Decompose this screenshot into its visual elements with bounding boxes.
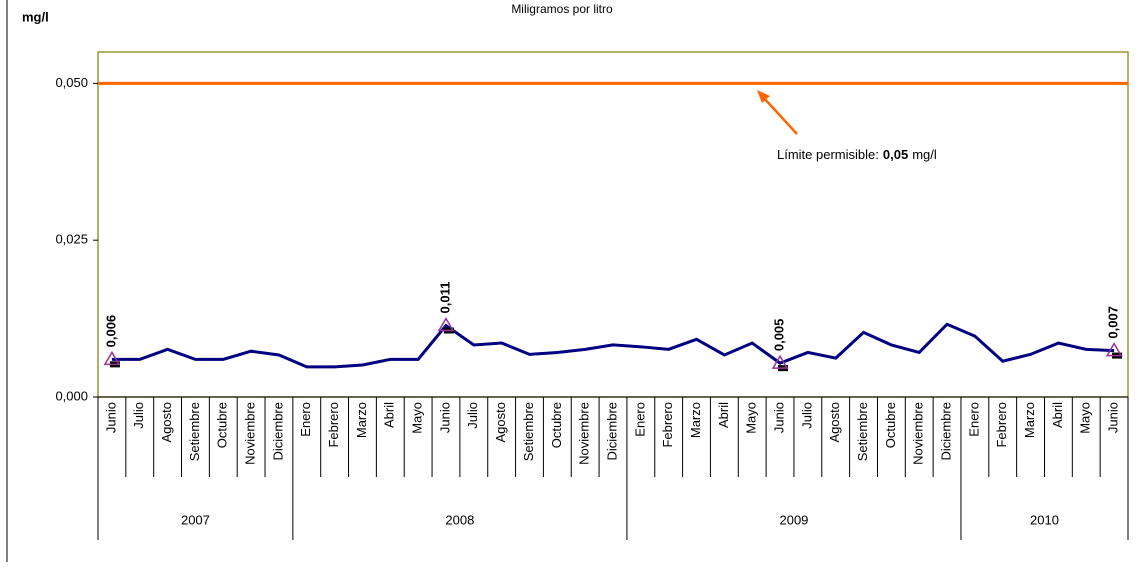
- limit-annotation: Límite permisible: 0,05 mg/l: [777, 147, 937, 162]
- x-tick-label: Diciembre: [270, 402, 285, 461]
- x-tick-label: Julio: [465, 402, 480, 429]
- data-marker: [103, 350, 121, 366]
- year-label: 2009: [779, 512, 808, 527]
- x-tick-label: Febrero: [660, 402, 675, 448]
- x-tick-label: Agosto: [493, 402, 508, 442]
- chart-title: Miligramos por litro: [511, 2, 613, 16]
- data-marker: [771, 354, 789, 369]
- x-tick-label: Julio: [131, 402, 146, 429]
- x-tick-label: Marzo: [354, 402, 369, 438]
- x-tick-label: Junio: [1106, 402, 1121, 433]
- x-tick-label: Setiembre: [855, 402, 870, 461]
- data-marker: [437, 317, 455, 332]
- x-tick-label: Agosto: [827, 402, 842, 442]
- x-tick-label: Mayo: [744, 402, 759, 434]
- x-tick-label: Octubre: [215, 402, 230, 448]
- x-tick-label: Diciembre: [938, 402, 953, 461]
- annotation-arrow: [762, 96, 798, 135]
- x-tick-label: Enero: [632, 402, 647, 437]
- x-tick-label: Abril: [716, 402, 731, 428]
- x-tick-label: Setiembre: [521, 402, 536, 461]
- year-label: 2008: [445, 512, 474, 527]
- x-tick-label: Julio: [799, 402, 814, 429]
- limit-text: Límite permisible:: [777, 147, 879, 162]
- x-tick-label: Febrero: [326, 402, 341, 448]
- x-tick-label: Junio: [771, 402, 786, 433]
- limit-unit: mg/l: [912, 147, 937, 162]
- x-tick-label: Marzo: [1022, 402, 1037, 438]
- x-tick-label: Junio: [437, 402, 452, 433]
- x-tick-label: Diciembre: [604, 402, 619, 461]
- x-tick-label: Mayo: [410, 402, 425, 434]
- data-line: [111, 322, 1115, 369]
- year-label: 2007: [181, 512, 210, 527]
- y-tick-label: 0,025: [55, 232, 88, 247]
- limit-value: 0,05: [883, 147, 908, 162]
- y-tick-label: 0,000: [55, 388, 88, 403]
- year-label: 2010: [1030, 512, 1059, 527]
- x-tick-label: Enero: [298, 402, 313, 437]
- x-tick-label: Abril: [382, 402, 397, 428]
- x-tick-label: Mayo: [1078, 402, 1093, 434]
- y-axis-label: mg/l: [22, 9, 49, 24]
- x-tick-label: Noviembre: [911, 402, 926, 465]
- x-tick-label: Agosto: [159, 402, 174, 442]
- x-tick-label: Marzo: [688, 402, 703, 438]
- x-tick-label: Noviembre: [577, 402, 592, 465]
- x-tick-label: Junio: [103, 402, 118, 433]
- data-label: 0,006: [103, 315, 118, 348]
- x-tick-label: Enero: [966, 402, 981, 437]
- data-label: 0,005: [771, 319, 786, 352]
- x-tick-label: Abril: [1050, 402, 1065, 428]
- annotation-arrowhead: [757, 90, 770, 103]
- x-tick-label: Setiembre: [187, 402, 202, 461]
- data-label: 0,011: [437, 282, 452, 314]
- y-tick-label: 0,050: [55, 75, 88, 90]
- x-tick-label: Noviembre: [243, 402, 258, 465]
- x-tick-label: Octubre: [549, 402, 564, 448]
- data-label: 0,007: [1106, 306, 1121, 339]
- x-tick-label: Octubre: [883, 402, 898, 448]
- x-tick-label: Febrero: [994, 402, 1009, 448]
- data-marker: [1105, 342, 1123, 357]
